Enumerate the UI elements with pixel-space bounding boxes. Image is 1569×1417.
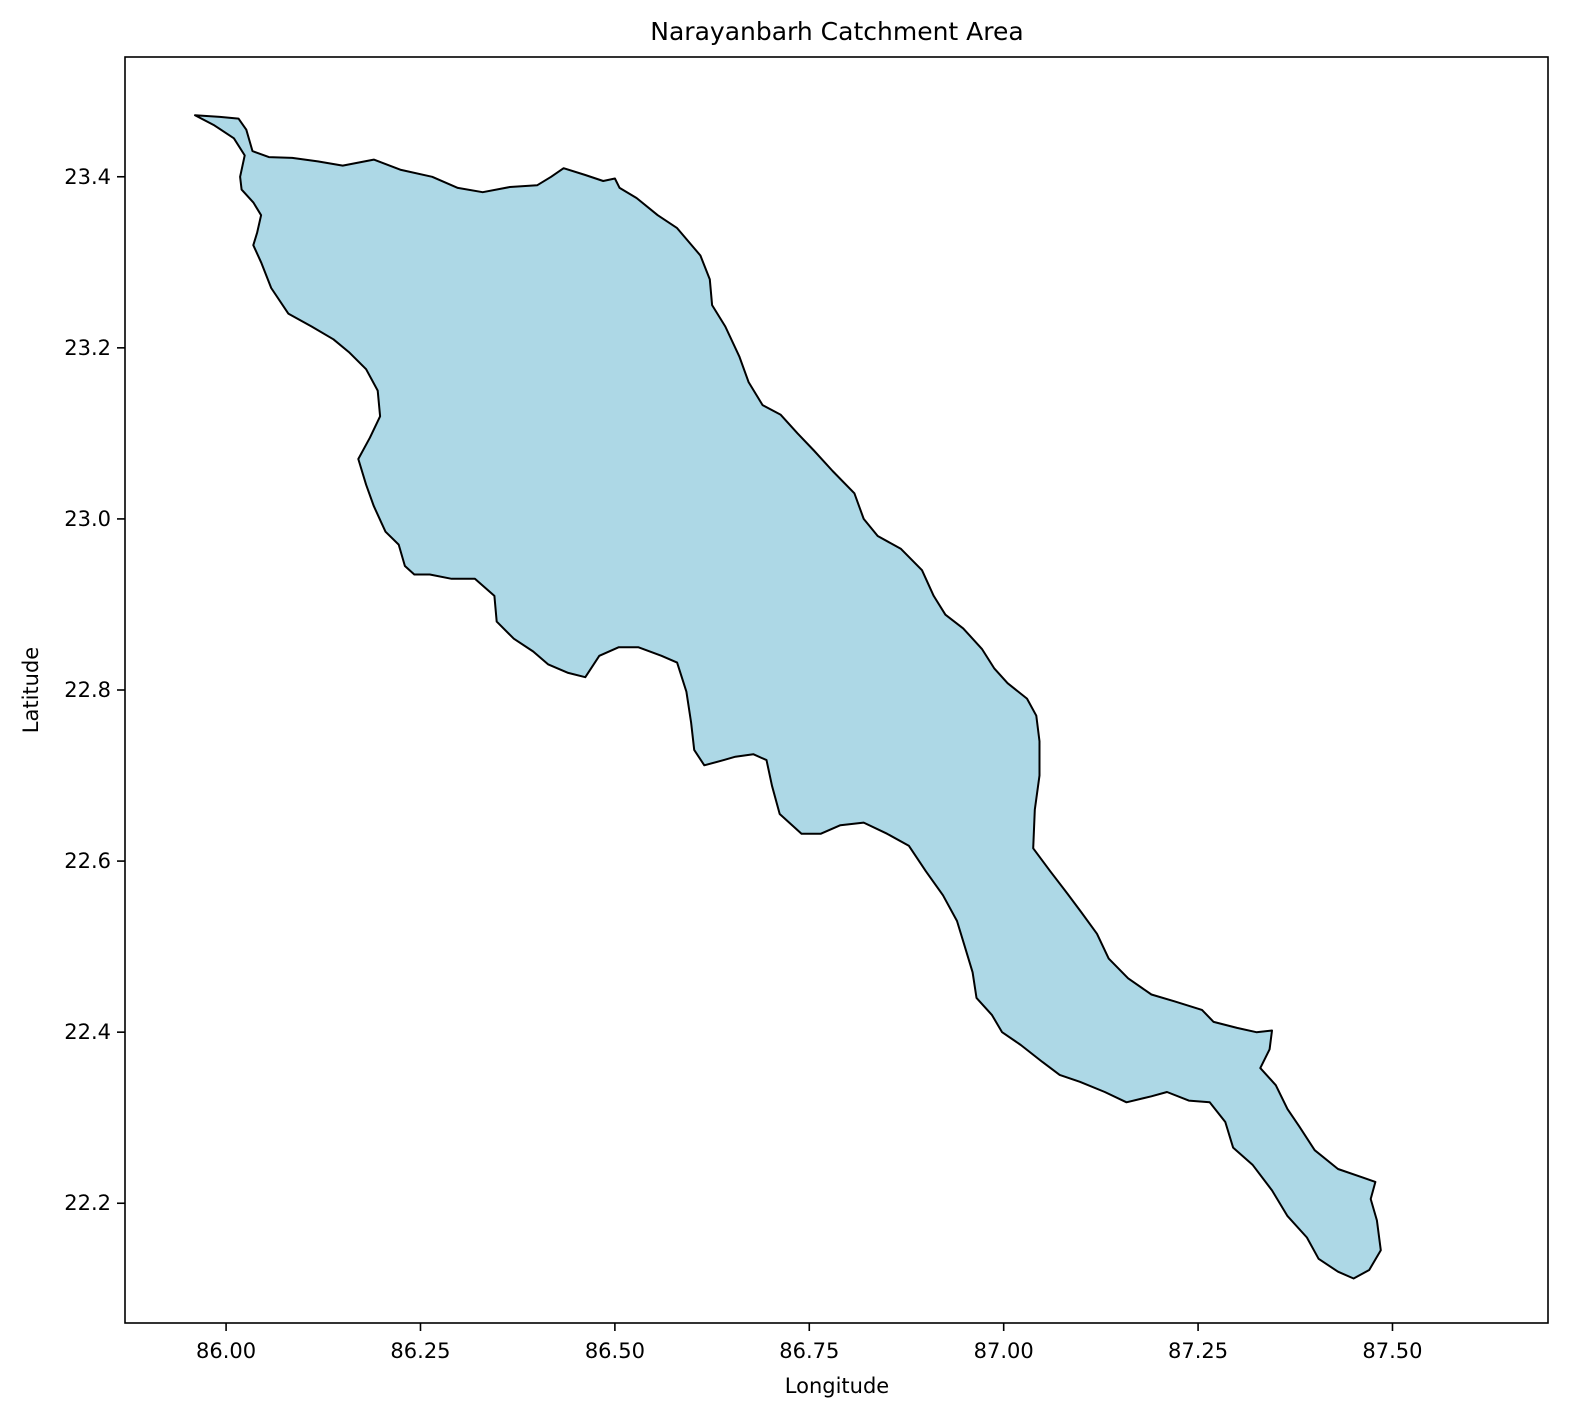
x-tick-label: 86.75 — [779, 1339, 839, 1363]
plot-area — [124, 56, 1549, 1324]
x-tick-label: 87.50 — [1362, 1339, 1422, 1363]
y-tick-label: 22.4 — [64, 1020, 111, 1044]
y-axis-ticks: 22.2 22.4 22.6 22.8 23.0 23.2 23.4 — [64, 165, 125, 1215]
y-tick-label: 22.8 — [64, 678, 111, 702]
x-tick-label: 86.50 — [585, 1339, 645, 1363]
x-tick-label: 87.00 — [974, 1339, 1034, 1363]
x-tick-label: 87.25 — [1168, 1339, 1228, 1363]
map-title: Narayanbarh Catchment Area — [650, 17, 1023, 46]
y-tick-label: 23.4 — [64, 165, 111, 189]
x-tick-label: 86.00 — [196, 1339, 256, 1363]
x-axis-ticks: 86.00 86.25 86.50 86.75 87.00 87.25 87.50 — [196, 1323, 1423, 1363]
y-tick-label: 22.2 — [64, 1191, 111, 1215]
y-tick-label: 22.6 — [64, 849, 111, 873]
x-tick-label: 86.25 — [390, 1339, 450, 1363]
y-tick-label: 23.2 — [64, 336, 111, 360]
catchment-polygon — [194, 114, 1382, 1280]
y-tick-label: 23.0 — [64, 507, 111, 531]
y-axis-label: Latitude — [19, 647, 43, 733]
x-axis-label: Longitude — [785, 1374, 889, 1398]
